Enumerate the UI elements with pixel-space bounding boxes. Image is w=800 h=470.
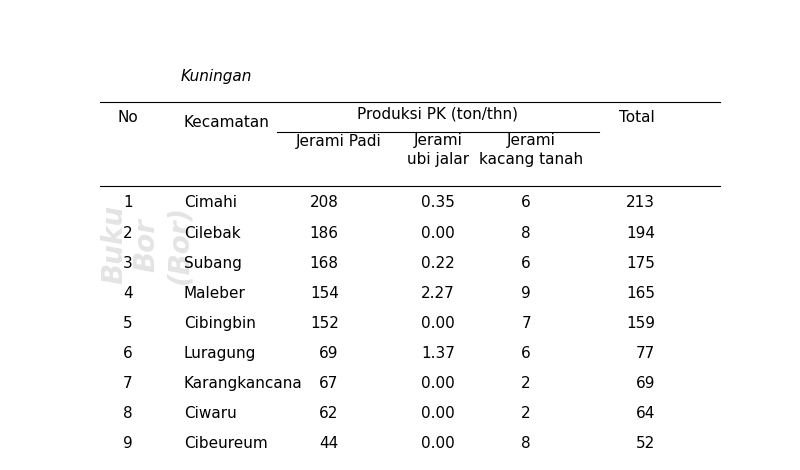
Text: 0.35: 0.35: [421, 196, 455, 211]
Text: 69: 69: [635, 376, 655, 391]
Text: Ciwaru: Ciwaru: [184, 406, 237, 421]
Text: Jerami
ubi jalar: Jerami ubi jalar: [407, 133, 469, 167]
Text: Cibeureum: Cibeureum: [184, 436, 267, 451]
Text: Cilebak: Cilebak: [184, 226, 240, 241]
Text: 6: 6: [521, 256, 531, 271]
Text: Cimahi: Cimahi: [184, 196, 237, 211]
Text: 1.37: 1.37: [421, 345, 455, 360]
Text: 154: 154: [310, 286, 338, 301]
Text: 6: 6: [521, 196, 531, 211]
Text: 0.00: 0.00: [421, 436, 454, 451]
Text: 77: 77: [636, 345, 655, 360]
Text: No: No: [118, 110, 138, 125]
Text: 213: 213: [626, 196, 655, 211]
Text: 152: 152: [310, 316, 338, 330]
Text: 8: 8: [522, 226, 531, 241]
Text: 208: 208: [310, 196, 338, 211]
Text: 0.22: 0.22: [421, 256, 454, 271]
Text: 159: 159: [626, 316, 655, 330]
Text: 7: 7: [522, 316, 531, 330]
Text: 186: 186: [310, 226, 338, 241]
Text: 5: 5: [123, 316, 133, 330]
Text: 44: 44: [319, 436, 338, 451]
Text: 2: 2: [522, 376, 531, 391]
Text: Cibingbin: Cibingbin: [184, 316, 255, 330]
Text: Produksi PK (ton/thn): Produksi PK (ton/thn): [358, 106, 518, 121]
Text: 168: 168: [310, 256, 338, 271]
Text: Jerami Padi: Jerami Padi: [296, 134, 382, 149]
Text: 9: 9: [521, 286, 531, 301]
Text: 62: 62: [319, 406, 338, 421]
Text: 194: 194: [626, 226, 655, 241]
Text: Maleber: Maleber: [184, 286, 246, 301]
Text: 8: 8: [522, 436, 531, 451]
Text: 7: 7: [123, 376, 133, 391]
Text: 2: 2: [123, 226, 133, 241]
Text: 165: 165: [626, 286, 655, 301]
Text: 2.27: 2.27: [421, 286, 454, 301]
Text: Luragung: Luragung: [184, 345, 256, 360]
Text: 3: 3: [123, 256, 133, 271]
Text: 0.00: 0.00: [421, 406, 454, 421]
Text: 67: 67: [319, 376, 338, 391]
Text: Kecamatan: Kecamatan: [184, 115, 270, 130]
Text: Kuningan: Kuningan: [181, 69, 252, 84]
Text: 175: 175: [626, 256, 655, 271]
Text: 69: 69: [319, 345, 338, 360]
Text: 1: 1: [123, 196, 133, 211]
Text: 4: 4: [123, 286, 133, 301]
Text: Karangkancana: Karangkancana: [184, 376, 302, 391]
Text: Jerami
kacang tanah: Jerami kacang tanah: [479, 133, 583, 167]
Text: Subang: Subang: [184, 256, 242, 271]
Text: Total: Total: [619, 110, 655, 125]
Text: 0.00: 0.00: [421, 376, 454, 391]
Text: 8: 8: [123, 406, 133, 421]
Text: 0.00: 0.00: [421, 226, 454, 241]
Text: 2: 2: [522, 406, 531, 421]
Text: 6: 6: [123, 345, 133, 360]
Text: 52: 52: [636, 436, 655, 451]
Text: Buku
Bor
(Bor): Buku Bor (Bor): [100, 205, 193, 284]
Text: 64: 64: [635, 406, 655, 421]
Text: 9: 9: [123, 436, 133, 451]
Text: 6: 6: [521, 345, 531, 360]
Text: 0.00: 0.00: [421, 316, 454, 330]
